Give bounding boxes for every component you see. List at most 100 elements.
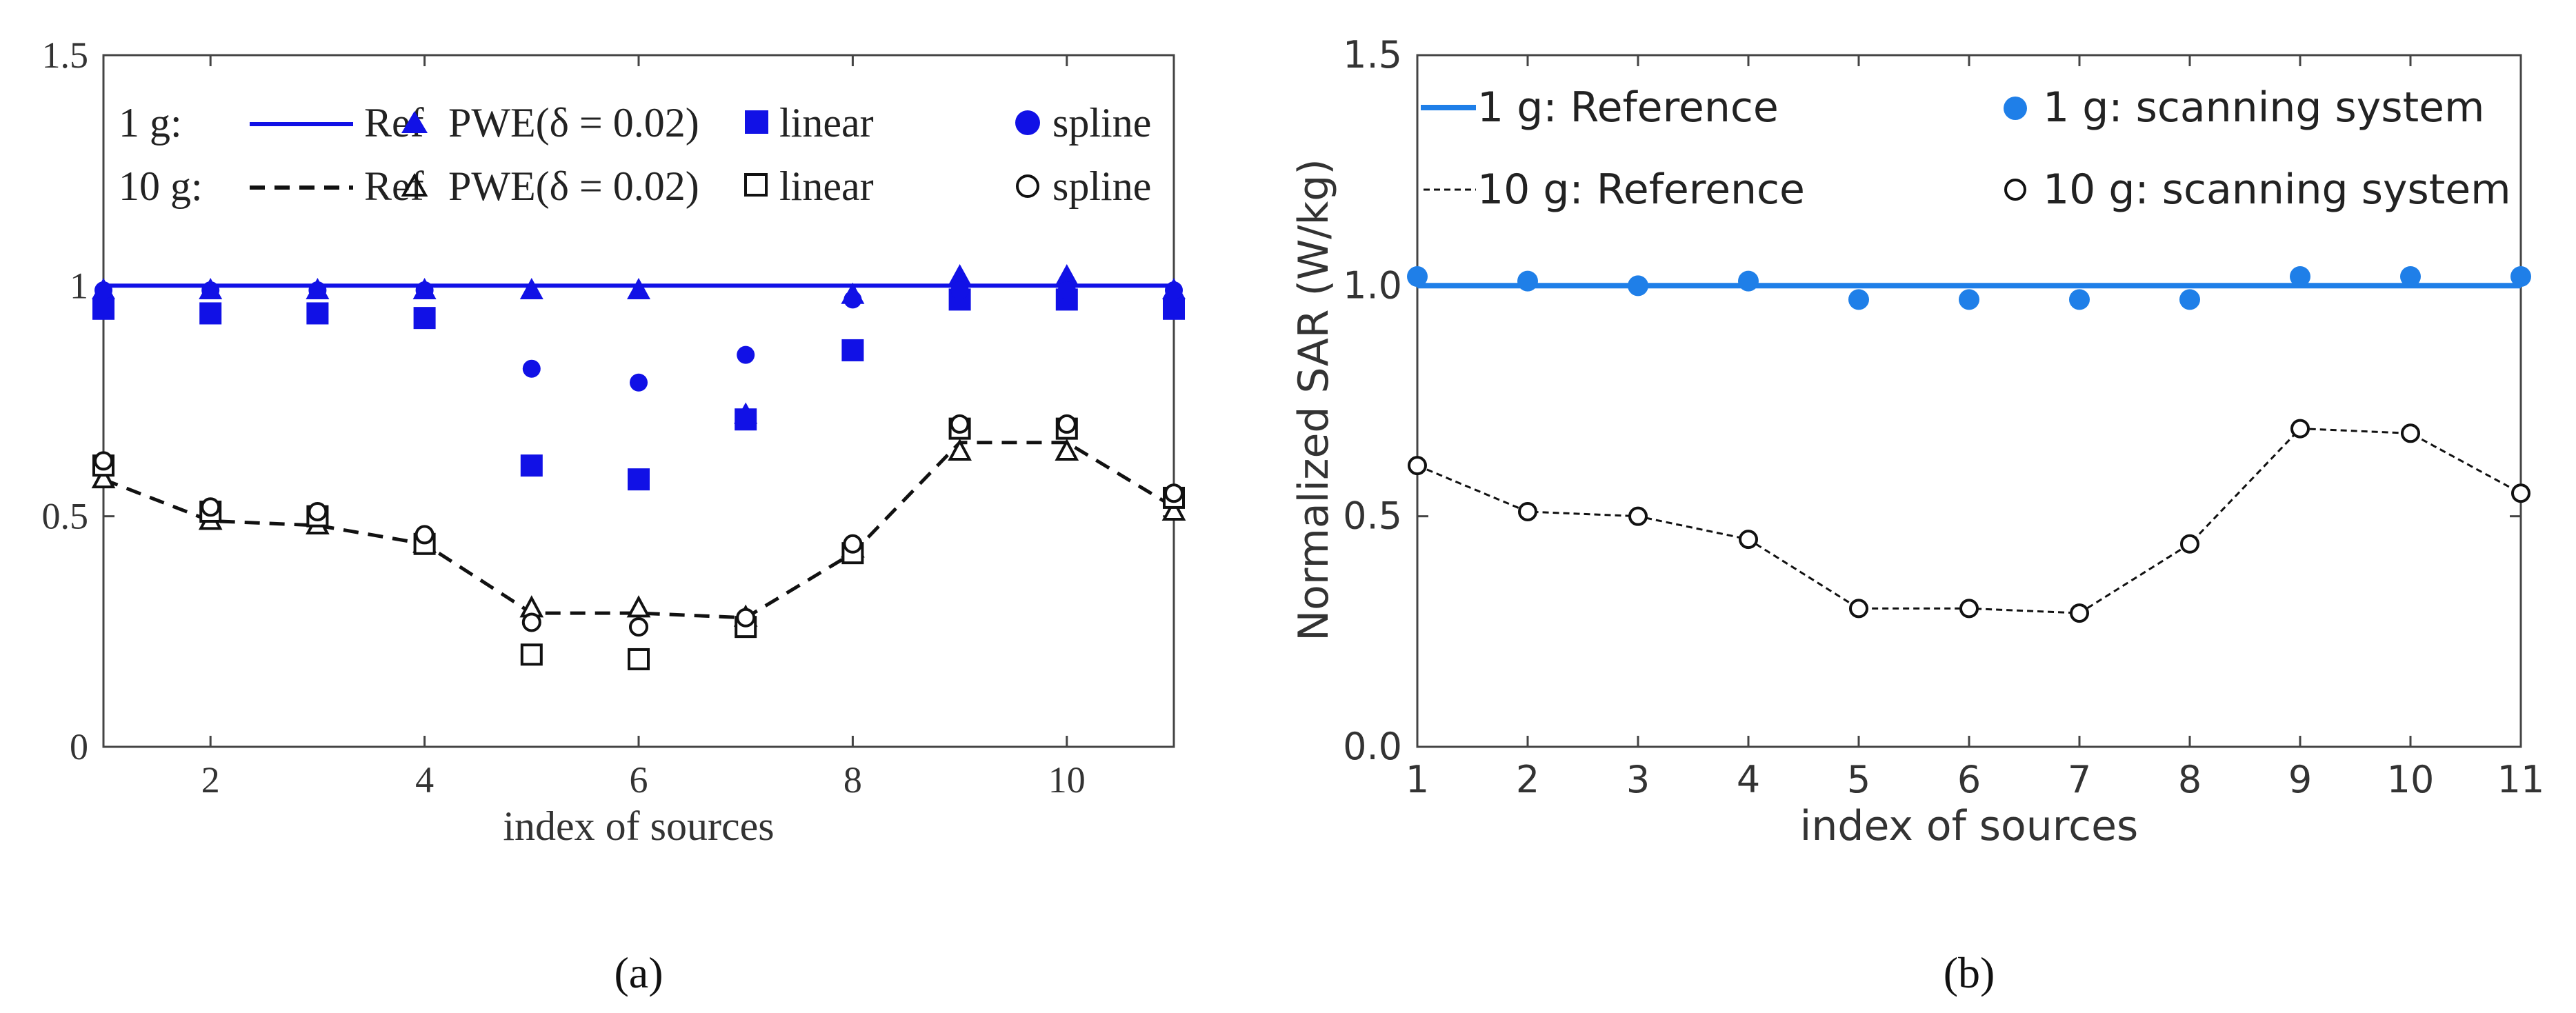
panel-a-legend: 1 g: 10 g: Ref PWE(δ = 0.02) linear spli… [116,88,1168,230]
data-point [201,281,220,300]
series-10-g-scanning-system [1408,419,2530,623]
data-point [2400,265,2421,287]
data-point [201,497,221,517]
x-tick-label: 8 [2178,758,2201,801]
data-point [948,438,972,461]
panel-a-chart: 0 0.5 1 1.5 2 4 6 8 10 1 g: 10 g: Ref PWE(δ = 0… [42,34,1186,997]
x-tick-label: 10 [2387,758,2435,801]
data-point [521,612,541,632]
legend-b-10g-scanning-label: 10 g: scanning system [2043,166,2511,214]
y-tick-label: 0.0 [1343,725,1402,768]
legend-a-10g-linear-marker [744,173,768,197]
data-point [628,468,650,491]
series-line [1417,428,2522,614]
y-tick-label: 0 [70,726,88,768]
data-point [92,297,114,320]
legend-a-10g-spline-marker [1016,174,1039,198]
legend-a-row-1g-label: 1 g: [119,100,182,146]
series-10-g-ref [103,441,1175,620]
legend-a-1g-spline-label: spline [1052,100,1151,146]
data-point [520,643,543,666]
data-point [1057,281,1076,300]
series-1-g-scanning-system [1407,265,2531,310]
data-point [841,339,864,361]
data-point [2180,534,2199,554]
x-tick-label: 2 [1516,758,1539,801]
data-point [627,278,650,300]
data-point [1161,498,1186,521]
data-point [2510,265,2531,287]
data-point [843,534,863,554]
data-point [94,281,112,300]
data-point [1055,438,1079,461]
legend-a-1g-linear-label: linear [779,100,874,146]
data-point [199,302,222,325]
data-point [626,595,651,618]
x-tick-label: 5 [1847,758,1870,801]
data-point [1055,263,1079,285]
data-point [1849,599,1868,619]
panel-b-plot-frame [1416,54,2522,748]
y-tick-label: 1.0 [1343,263,1402,307]
x-tick-label: 4 [415,759,434,801]
panel-b-chart: 0.0 0.5 1.0 1.5 1 2 3 4 5 6 7 8 9 10 11 1 g: Referenc… [1290,33,2544,997]
panel-b-series [1407,265,2531,623]
legend-a-row-10g-label: 10 g: [119,163,203,209]
x-tick-label: 2 [201,759,220,801]
panel-b-x-ticks: 1 2 3 4 5 6 7 8 9 10 11 [1406,55,2545,801]
data-point [415,525,435,545]
panel-a-legend-background [116,88,1168,230]
y-tick-label: 0.5 [1343,494,1402,538]
series-10-g-spline [94,414,1184,637]
panel-b-legend: 1 g: Reference 1 g: scanning system 10 g… [1421,83,2511,214]
y-tick-label: 1.5 [42,34,89,76]
data-point [1959,599,1979,619]
data-point [1163,297,1185,320]
data-point [1057,414,1077,434]
data-point [1959,289,1979,310]
legend-b-10g-scanning-marker [2004,179,2026,201]
data-point [2070,603,2089,623]
x-tick-label: 10 [1048,759,1086,801]
data-point [736,608,756,628]
x-tick-label: 11 [2497,758,2545,801]
legend-a-1g-pwe-marker [401,111,428,133]
x-tick-label: 1 [1406,758,1429,801]
panel-b-caption: (b) [1944,948,1995,997]
data-point [91,465,116,489]
data-point [1848,289,1869,310]
series-1-g-pwe-0-02- [92,263,1186,424]
legend-b-1g-scanning-label: 1 g: scanning system [2043,83,2484,132]
x-tick-label: 4 [1737,758,1760,801]
data-point [2511,483,2530,503]
legend-a-10g-ref-label: Ref [364,163,424,209]
data-point [2401,423,2420,443]
data-point [413,307,436,330]
data-point [1628,506,1648,526]
data-point [1408,456,1427,476]
panel-b-y-axis-label: Normalized SAR (W/kg) [1290,159,1338,641]
data-point [520,454,543,477]
legend-a-1g-linear-marker [745,110,768,134]
data-point [737,345,755,364]
x-tick-label: 3 [1626,758,1650,801]
panel-a-x-ticks: 2 4 6 8 10 [201,55,1086,801]
data-point [735,408,757,431]
x-tick-label: 7 [2068,758,2091,801]
data-point [950,414,970,434]
series-1-g-spline [94,281,1183,392]
y-tick-label: 1 [70,265,88,306]
data-point [630,373,648,392]
y-tick-label: 1.5 [1343,33,1402,77]
series-line [103,441,1175,620]
data-point [415,281,434,300]
data-point [1628,275,1648,297]
legend-a-10g-pwe-label: PWE(δ = 0.02) [448,163,699,209]
x-tick-label: 6 [630,759,648,801]
legend-a-10g-pwe-marker [401,172,428,197]
x-tick-label: 6 [1957,758,1981,801]
data-point [948,263,972,285]
data-point [1164,483,1184,503]
data-point [1165,281,1183,300]
